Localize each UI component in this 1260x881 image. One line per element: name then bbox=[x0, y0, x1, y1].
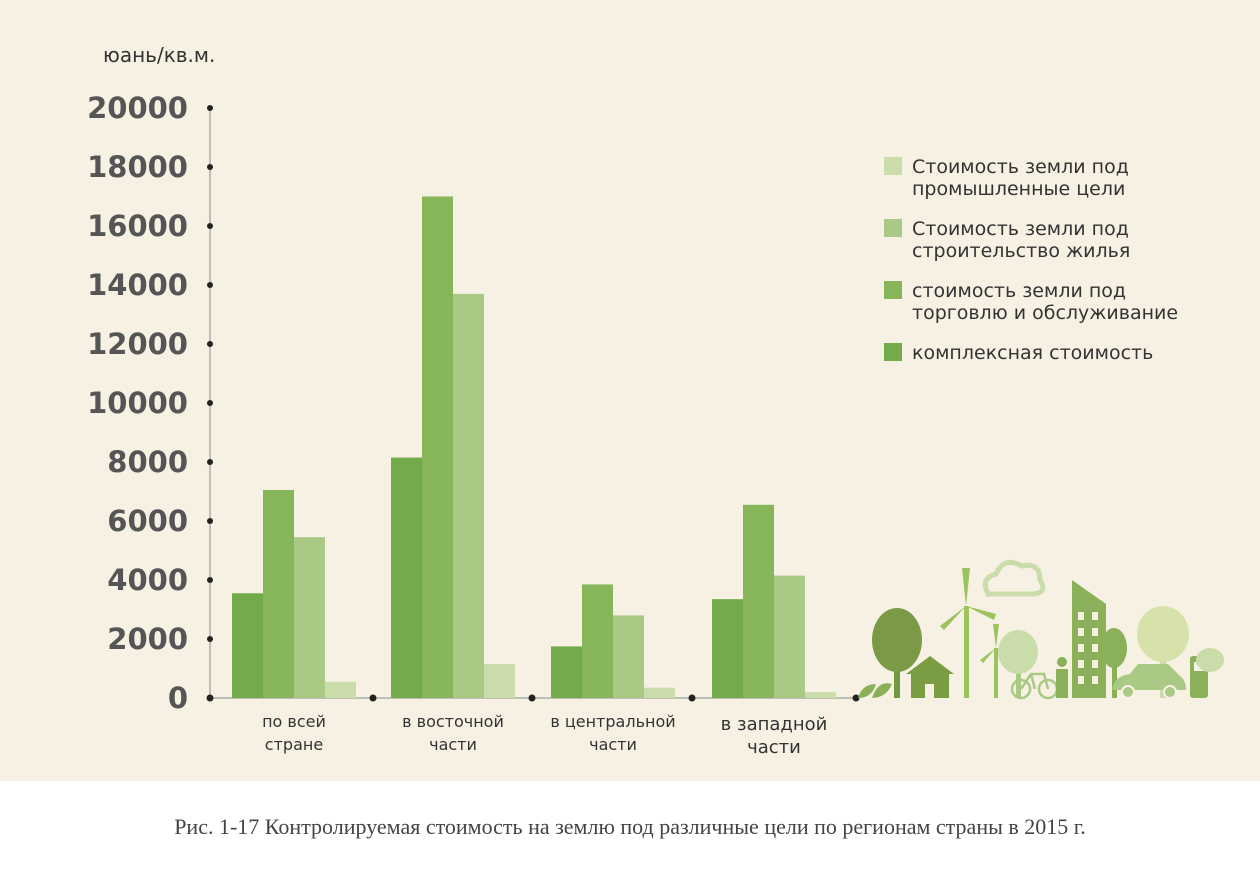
bar-chart: 0 2000 4000 6000 8000 10000 12000 14000 16000 180… bbox=[87, 43, 1224, 758]
y-tick-label: 6000 bbox=[107, 504, 188, 538]
x-category-label: по всей bbox=[262, 712, 326, 731]
chart-panel: 0 2000 4000 6000 8000 10000 12000 14000 16000 180… bbox=[0, 0, 1260, 781]
y-tick-label: 18000 bbox=[87, 150, 188, 184]
x-separator-dot bbox=[369, 694, 377, 702]
x-separator-dot bbox=[528, 694, 536, 702]
y-tick-label: 4000 bbox=[107, 563, 188, 597]
bar bbox=[743, 504, 774, 698]
y-tick-label: 10000 bbox=[87, 386, 188, 420]
y-tick-dot bbox=[207, 400, 213, 406]
y-tick-dot bbox=[207, 636, 213, 642]
axes: 0 2000 4000 6000 8000 10000 12000 14000 16000 180… bbox=[87, 43, 860, 758]
bar bbox=[325, 681, 356, 698]
person-icon bbox=[1056, 657, 1068, 698]
tree-icon bbox=[1101, 628, 1127, 698]
bar bbox=[805, 692, 836, 698]
y-tick-label: 20000 bbox=[87, 91, 188, 125]
bar bbox=[582, 584, 613, 698]
y-tick-label: 12000 bbox=[87, 327, 188, 361]
legend-swatch bbox=[884, 157, 902, 175]
charging-station-icon bbox=[1190, 648, 1224, 698]
y-tick-dot bbox=[207, 282, 213, 288]
city-illustration bbox=[858, 559, 1224, 700]
car-icon bbox=[1112, 664, 1186, 699]
x-category-label: стране bbox=[265, 735, 323, 754]
x-separator-dot bbox=[688, 694, 696, 702]
legend-label: Стоимость земли под bbox=[912, 156, 1129, 178]
bar bbox=[712, 599, 743, 698]
y-tick-label: 14000 bbox=[87, 268, 188, 302]
x-category-label: части bbox=[429, 735, 477, 754]
wind-turbine-icon bbox=[940, 568, 996, 698]
tree-icon bbox=[872, 608, 922, 698]
y-tick-dot bbox=[207, 518, 213, 524]
legend-swatch bbox=[884, 343, 902, 361]
legend-swatch bbox=[884, 281, 902, 299]
x-category-label: части bbox=[589, 735, 637, 754]
bar bbox=[551, 646, 582, 698]
y-tick-dot bbox=[207, 459, 213, 465]
leaf-icon bbox=[858, 683, 892, 698]
house-icon bbox=[906, 656, 954, 698]
y-tick-dot bbox=[207, 223, 213, 229]
y-axis-label: юань/кв.м. bbox=[103, 43, 215, 67]
bar bbox=[391, 457, 422, 698]
x-category-label: в центральной bbox=[550, 712, 675, 731]
legend-label: строительство жилья bbox=[912, 240, 1130, 262]
x-category-label: в восточной bbox=[402, 712, 504, 731]
bar bbox=[294, 537, 325, 698]
y-tick-label: 2000 bbox=[107, 622, 188, 656]
bar bbox=[644, 687, 675, 698]
bar bbox=[453, 293, 484, 698]
bar bbox=[263, 490, 294, 698]
legend-label: промышленные цели bbox=[912, 178, 1125, 200]
y-tick-dot bbox=[207, 341, 213, 347]
legend-swatch bbox=[884, 219, 902, 237]
y-tick-label: 0 bbox=[168, 681, 188, 715]
figure-caption: Рис. 1-17 Контролируемая стоимость на зе… bbox=[174, 814, 1086, 839]
cloud-icon bbox=[982, 559, 1046, 597]
legend-label: Стоимость земли под bbox=[912, 218, 1129, 240]
legend-label: комплексная стоимость bbox=[912, 342, 1153, 364]
y-tick-dot bbox=[207, 577, 213, 583]
bar bbox=[232, 593, 263, 698]
y-tick-dot bbox=[207, 105, 213, 111]
bar bbox=[774, 575, 805, 698]
x-separator-dot bbox=[206, 694, 214, 702]
y-tick-dot bbox=[207, 164, 213, 170]
bars bbox=[232, 196, 836, 698]
tree-icon bbox=[998, 630, 1038, 698]
bar bbox=[484, 664, 515, 698]
y-tick-label: 8000 bbox=[107, 445, 188, 479]
x-category-label: части bbox=[747, 737, 801, 758]
building-icon bbox=[1072, 580, 1106, 698]
bar bbox=[422, 196, 453, 698]
x-separator-dot bbox=[852, 694, 860, 702]
x-category-label: в западной bbox=[721, 714, 828, 735]
bar bbox=[613, 615, 644, 698]
y-tick-label: 16000 bbox=[87, 209, 188, 243]
legend-label: стоимость земли под bbox=[912, 280, 1126, 302]
legend-label: торговлю и обслуживание bbox=[912, 302, 1178, 324]
